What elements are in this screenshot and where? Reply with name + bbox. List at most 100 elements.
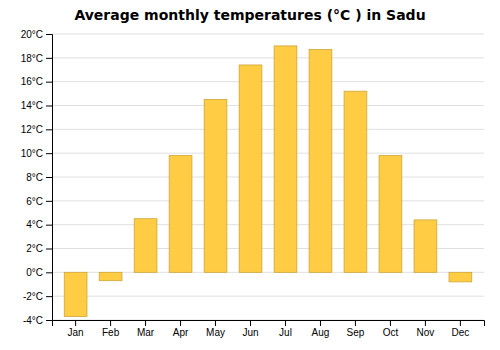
y-tick-label: 18°C bbox=[21, 53, 43, 64]
grid-line bbox=[52, 57, 484, 58]
x-tick: Dec bbox=[451, 320, 469, 338]
y-tick-label: 4°C bbox=[26, 219, 43, 230]
grid-line bbox=[52, 296, 484, 297]
x-tick-label: Jul bbox=[279, 327, 292, 338]
y-tick: -4°C bbox=[23, 315, 52, 326]
x-axis: Jan Feb Mar Apr May Jun Jul Aug Sep Oct Nov Dec bbox=[53, 320, 485, 338]
y-tick-label: 6°C bbox=[26, 196, 43, 207]
x-tick: Jan bbox=[68, 320, 84, 338]
x-tick: Feb bbox=[102, 320, 120, 338]
y-tick: 4°C bbox=[26, 219, 52, 230]
x-tick-label: Jun bbox=[242, 327, 258, 338]
bar bbox=[414, 220, 437, 272]
plot: -4°C -2°C 0°C 2°C 4°C 6°C 8°C 10°C 12°C 14°C 16°C 1… bbox=[21, 29, 485, 338]
x-tick-label: Feb bbox=[102, 327, 120, 338]
y-tick-label: -4°C bbox=[23, 315, 43, 326]
grid bbox=[52, 34, 484, 320]
x-tick-label: Mar bbox=[137, 327, 155, 338]
x-tick-mark bbox=[180, 320, 181, 326]
y-tick: 14°C bbox=[21, 100, 52, 111]
x-tick-label: Aug bbox=[312, 327, 330, 338]
y-tick: 2°C bbox=[26, 243, 52, 254]
y-tick-label: 0°C bbox=[26, 267, 43, 278]
x-tick-label: Apr bbox=[173, 327, 189, 338]
y-tick: -2°C bbox=[23, 291, 52, 302]
bar bbox=[309, 49, 332, 272]
x-tick: Apr bbox=[173, 320, 189, 338]
y-tick-mark bbox=[46, 106, 52, 107]
title: Average monthly temperatures (°C ) in Sa… bbox=[74, 7, 425, 23]
grid-line bbox=[52, 177, 484, 178]
y-tick-label: 20°C bbox=[21, 29, 43, 40]
x-tick-mark bbox=[355, 320, 356, 326]
y-tick-mark bbox=[46, 82, 52, 83]
bar bbox=[64, 272, 87, 316]
bar bbox=[449, 272, 472, 282]
x-tick-label: Oct bbox=[383, 327, 399, 338]
y-tick-mark bbox=[46, 129, 52, 130]
y-tick: 18°C bbox=[21, 53, 52, 64]
x-tick-label: Dec bbox=[451, 327, 469, 338]
x-tick-mark bbox=[75, 320, 76, 326]
x-tick-label: Jan bbox=[68, 327, 84, 338]
x-tick-mark bbox=[460, 320, 461, 326]
bar bbox=[204, 100, 227, 273]
y-axis-line bbox=[46, 35, 53, 321]
y-tick-mark bbox=[46, 153, 52, 154]
x-tick: May bbox=[206, 320, 225, 338]
y-tick: 12°C bbox=[21, 124, 52, 135]
bar bbox=[134, 219, 157, 273]
y-tick: 20°C bbox=[21, 29, 52, 40]
y-tick: 0°C bbox=[26, 267, 52, 278]
y-tick-mark bbox=[46, 296, 52, 297]
x-tick-mark bbox=[285, 320, 286, 326]
y-tick-mark bbox=[46, 225, 52, 226]
bar bbox=[239, 65, 262, 272]
y-tick: 16°C bbox=[21, 76, 52, 87]
y-tick-label: -2°C bbox=[23, 291, 43, 302]
x-tick-mark bbox=[145, 320, 146, 326]
y-tick-mark bbox=[46, 177, 52, 178]
y-tick: 10°C bbox=[21, 148, 52, 159]
y-axis: -4°C -2°C 0°C 2°C 4°C 6°C 8°C 10°C 12°C 14°C 16°C 1… bbox=[21, 29, 53, 326]
bar bbox=[344, 91, 367, 272]
x-tick-mark bbox=[110, 320, 111, 326]
y-tick-label: 10°C bbox=[21, 148, 43, 159]
x-tick: Aug bbox=[312, 320, 330, 338]
y-tick-label: 14°C bbox=[21, 100, 43, 111]
chart: Average monthly temperatures (°C ) in Sa… bbox=[0, 0, 500, 350]
x-tick-mark bbox=[250, 320, 251, 326]
y-tick: 8°C bbox=[26, 172, 52, 183]
grid-line bbox=[52, 34, 484, 35]
x-tick-label: Sep bbox=[347, 327, 365, 338]
y-tick-label: 12°C bbox=[21, 124, 43, 135]
x-tick: Sep bbox=[347, 320, 365, 338]
bar bbox=[274, 46, 297, 272]
x-tick: Nov bbox=[417, 320, 435, 338]
x-tick-mark bbox=[215, 320, 216, 326]
x-tick-label: May bbox=[206, 327, 225, 338]
y-tick-mark bbox=[46, 34, 52, 35]
y-tick-label: 8°C bbox=[26, 172, 43, 183]
bar bbox=[169, 156, 192, 273]
bar bbox=[99, 272, 122, 280]
y-tick-mark bbox=[46, 58, 52, 59]
x-tick: Jul bbox=[279, 320, 292, 338]
y-tick-mark bbox=[46, 249, 52, 250]
x-tick-mark bbox=[425, 320, 426, 326]
y-tick-mark bbox=[46, 201, 52, 202]
grid-line bbox=[52, 200, 484, 201]
x-tick: Oct bbox=[383, 320, 399, 338]
grid-line bbox=[52, 81, 484, 82]
bars bbox=[64, 46, 472, 317]
bar bbox=[379, 156, 402, 273]
grid-line bbox=[52, 153, 484, 154]
y-tick-mark bbox=[46, 320, 52, 321]
x-tick: Mar bbox=[137, 320, 155, 338]
x-tick-mark bbox=[390, 320, 391, 326]
grid-line bbox=[52, 129, 484, 130]
y-tick: 6°C bbox=[26, 196, 52, 207]
y-tick-mark bbox=[46, 272, 52, 273]
grid-line bbox=[52, 105, 484, 106]
x-axis-line bbox=[53, 321, 485, 327]
